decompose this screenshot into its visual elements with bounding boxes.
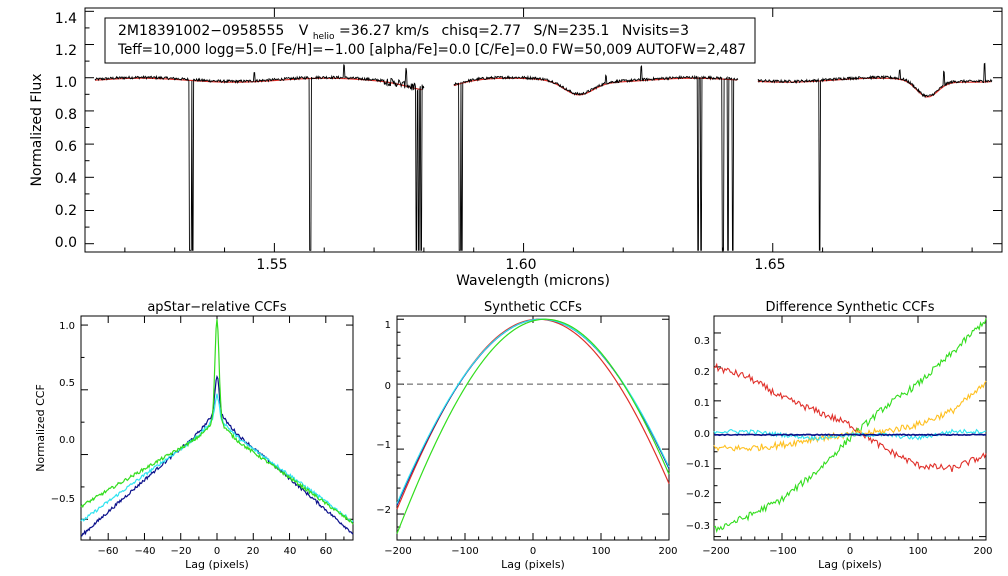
spectrum-axes bbox=[85, 8, 1002, 252]
synthetic-ccf-panel: Synthetic CCFs −2 −1 0 1 −200 −100 0 100… bbox=[376, 300, 677, 571]
spectrum-observed-line bbox=[94, 62, 993, 251]
synthetic-ccf-series-cyan bbox=[396, 318, 670, 504]
difference-ccf-ytick-6: 0.3 bbox=[694, 336, 710, 347]
annotation-line-2: Teff=10,000 logg=5.0 [Fe/H]=−1.00 [alpha… bbox=[117, 42, 746, 58]
synthetic-ccf-lines bbox=[396, 318, 670, 534]
apstar-ccf-title: apStar−relative CCFs bbox=[147, 300, 287, 315]
spectrum-observed-chip-2 bbox=[757, 62, 993, 251]
annotation-vhelio-subscript: helio bbox=[313, 32, 335, 42]
apstar-ccf-series-navy bbox=[80, 374, 354, 537]
apstar-ccf-xtick-6: 60 bbox=[320, 546, 333, 557]
difference-ccf-xtick-3: 100 bbox=[908, 546, 927, 557]
spectrum-panel: 0.0 0.2 0.4 0.6 0.8 1.0 1.2 1.4 1.55 1.6… bbox=[29, 7, 1003, 289]
annotation-chisq: chisq=2.77 bbox=[441, 23, 521, 39]
apstar-ccf-xtick-1: −40 bbox=[134, 546, 155, 557]
spectrum-ytick-0: 0.0 bbox=[55, 235, 77, 251]
difference-ccf-series-green bbox=[713, 318, 987, 534]
difference-ccf-xtick-4: 200 bbox=[973, 546, 992, 557]
spectrum-y-axis-label: Normalized Flux bbox=[29, 74, 45, 187]
synthetic-ccf-xtick-4: 200 bbox=[658, 546, 677, 557]
apstar-ccf-x-axis-label: Lag (pixels) bbox=[185, 558, 249, 571]
spectrum-model-chip-1 bbox=[453, 77, 738, 96]
spectrum-ytick-6: 1.2 bbox=[55, 43, 77, 59]
synthetic-ccf-xtick-1: −100 bbox=[451, 546, 478, 557]
synthetic-ccf-xtick-3: 100 bbox=[591, 546, 610, 557]
apstar-ccf-xtick-0: −60 bbox=[97, 546, 118, 557]
apstar-ccf-ytick-1: 0.0 bbox=[59, 435, 75, 446]
difference-ccf-ytick-4: 0.1 bbox=[694, 398, 710, 409]
spectrum-model-line bbox=[94, 77, 991, 98]
spectrum-ytick-5: 1.0 bbox=[55, 75, 77, 91]
difference-ccf-series-red bbox=[713, 362, 987, 473]
synthetic-ccf-series-red bbox=[396, 318, 670, 510]
spectrum-xtick-1: 1.60 bbox=[505, 257, 536, 273]
apstar-ccf-axes bbox=[81, 316, 353, 540]
synthetic-ccf-ytick-0: −2 bbox=[376, 505, 391, 516]
difference-ccf-ytick-5: 0.2 bbox=[694, 367, 710, 378]
apstar-ccf-y-axis-label: Normalized CCF bbox=[34, 384, 47, 472]
difference-ccf-x-axis-label: Lag (pixels) bbox=[818, 558, 882, 571]
difference-ccf-panel: Difference Synthetic CCFs −0.3 −0.2 −0.1… bbox=[686, 300, 993, 571]
apstar-ccf-xtick-5: 40 bbox=[284, 546, 297, 557]
synthetic-ccf-ytick-1: −1 bbox=[376, 440, 391, 451]
apstar-ccf-series-green bbox=[80, 319, 354, 525]
spectrum-observed-chip-0 bbox=[94, 64, 425, 251]
spectrum-ytick-2: 0.4 bbox=[55, 171, 77, 187]
annotation-sn: S/N=235.1 bbox=[533, 23, 609, 39]
synthetic-ccf-ytick-2: 0 bbox=[385, 381, 391, 392]
spectrum-xtick-2: 1.65 bbox=[754, 257, 785, 273]
difference-ccf-xtick-2: 0 bbox=[847, 546, 853, 557]
spectrum-observed-chip-1 bbox=[453, 64, 739, 251]
spectrum-annotation-box: 2M18391002−0958555 V helio =36.27 km/s c… bbox=[104, 17, 756, 64]
spectrum-x-axis-label: Wavelength (microns) bbox=[456, 273, 610, 289]
spectrum-ytick-4: 0.8 bbox=[55, 107, 77, 123]
synthetic-ccf-ytick-3: 1 bbox=[385, 320, 391, 331]
annotation-line-1: 2M18391002−0958555 V helio =36.27 km/s c… bbox=[118, 23, 689, 43]
annotation-vhelio-label: V bbox=[299, 23, 309, 39]
apstar-ccf-series-cyan bbox=[80, 393, 354, 523]
synthetic-ccf-title: Synthetic CCFs bbox=[484, 300, 582, 315]
annotation-nvisits: Nvisits=3 bbox=[622, 23, 689, 39]
synthetic-ccf-x-axis-label: Lag (pixels) bbox=[501, 558, 565, 571]
spectrum-xtick-0: 1.55 bbox=[256, 257, 287, 273]
apstar-ccf-xtick-2: −20 bbox=[170, 546, 191, 557]
difference-ccf-xtick-1: −100 bbox=[769, 546, 796, 557]
synthetic-ccf-series-green bbox=[396, 318, 670, 534]
spectrum-plot-frame bbox=[84, 7, 1003, 253]
spectrum-model-chip-2 bbox=[757, 77, 991, 98]
apstar-ccf-xtick-4: 20 bbox=[247, 546, 260, 557]
apstar-ccf-xtick-3: 0 bbox=[214, 546, 220, 557]
apstar-ccf-ytick-3: 1.0 bbox=[59, 321, 75, 332]
annotation-vhelio-value: =36.27 km/s bbox=[339, 23, 429, 39]
difference-ccf-xtick-0: −200 bbox=[702, 546, 729, 557]
spectrum-ytick-3: 0.6 bbox=[55, 139, 77, 155]
difference-ccf-ytick-0: −0.3 bbox=[686, 521, 710, 532]
apstar-ccf-ytick-2: 0.5 bbox=[59, 378, 75, 389]
apstar-ccf-frame bbox=[80, 315, 354, 541]
difference-ccf-ytick-1: −0.2 bbox=[686, 489, 710, 500]
apstar-ccf-ytick-0: −0.5 bbox=[51, 494, 75, 505]
annotation-star-id: 2M18391002−0958555 bbox=[118, 23, 284, 39]
difference-ccf-series-navy bbox=[713, 433, 987, 437]
synthetic-ccf-xtick-0: −200 bbox=[384, 546, 411, 557]
difference-ccf-lines bbox=[713, 318, 987, 534]
spectrum-ytick-7: 1.4 bbox=[55, 11, 77, 27]
synthetic-ccf-xtick-2: 0 bbox=[530, 546, 536, 557]
difference-ccf-ytick-3: 0.0 bbox=[694, 429, 710, 440]
synthetic-ccf-frame bbox=[396, 315, 670, 541]
difference-ccf-ytick-2: −0.1 bbox=[686, 459, 710, 470]
annotation-box-border bbox=[104, 17, 756, 64]
spectrum-ytick-1: 0.2 bbox=[55, 203, 77, 219]
difference-ccf-title: Difference Synthetic CCFs bbox=[765, 300, 934, 315]
apstar-ccf-lines bbox=[80, 319, 354, 537]
spectrum-model-chip-0 bbox=[94, 77, 422, 91]
difference-ccf-axes bbox=[713, 316, 987, 540]
synthetic-ccf-axes bbox=[396, 316, 670, 540]
apstar-ccf-panel: apStar−relative CCFs −0.5 0.0 0.5 1.0 −6… bbox=[34, 300, 354, 571]
synthetic-ccf-series-navy bbox=[396, 318, 670, 506]
